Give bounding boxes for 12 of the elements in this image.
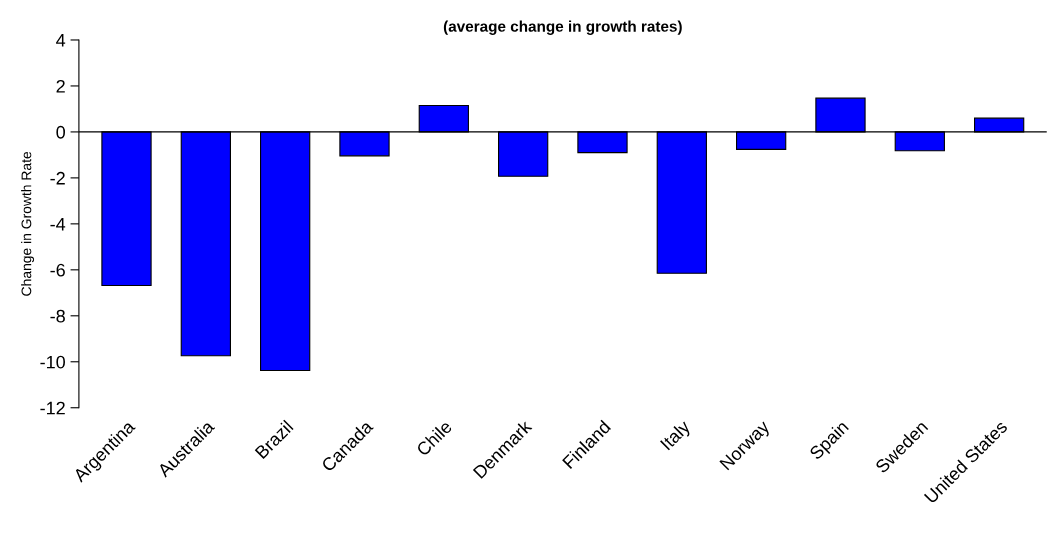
y-tick-label: -6 (50, 263, 65, 277)
y-tick-label: 4 (56, 34, 66, 47)
y-tick-label: -8 (50, 309, 65, 323)
y-tick-label: -12 (40, 401, 65, 415)
x-tick-label: Italy (659, 418, 694, 453)
y-tick-label: -10 (40, 355, 65, 369)
y-axis-title: Change in Growth Rate (21, 151, 35, 296)
y-tick-label: 2 (56, 79, 65, 93)
y-tick-label: -4 (50, 217, 66, 231)
y-tick-label: -2 (50, 171, 65, 185)
chart-title: (average change in growth rates) (443, 20, 682, 35)
y-tick-label: 0 (56, 125, 65, 139)
